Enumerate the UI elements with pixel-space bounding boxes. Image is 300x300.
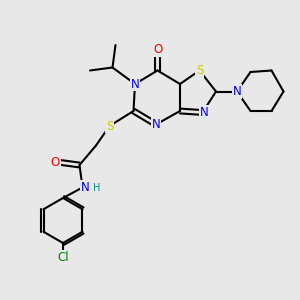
Text: N: N [130, 77, 140, 91]
Text: S: S [196, 64, 203, 77]
Text: N: N [200, 106, 208, 119]
Text: O: O [51, 155, 60, 169]
Text: S: S [106, 119, 113, 133]
Text: N: N [81, 181, 90, 194]
Text: N: N [152, 118, 160, 131]
Text: N: N [232, 85, 242, 98]
Text: Cl: Cl [57, 250, 69, 264]
Text: H: H [93, 183, 100, 193]
Text: O: O [153, 43, 162, 56]
